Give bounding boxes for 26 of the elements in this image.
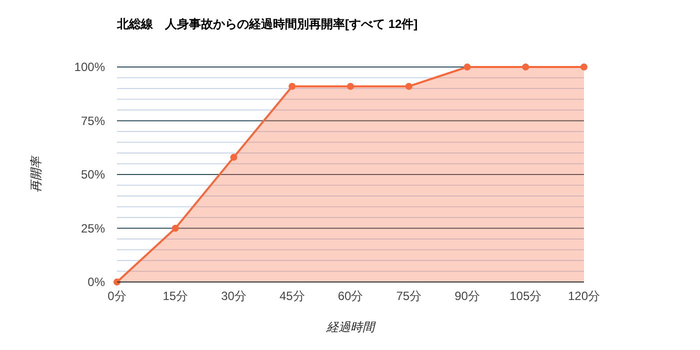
x-axis-title: 経過時間 [326, 320, 376, 334]
x-tick-label: 90分 [454, 289, 480, 303]
x-tick-label: 60分 [338, 289, 364, 303]
x-tick-label: 15分 [162, 289, 188, 303]
point [464, 64, 471, 70]
x-tick-label: 0分 [108, 289, 126, 303]
point [114, 278, 120, 286]
y-tick-label: 25% [80, 221, 106, 236]
y-tick-label: 0% [88, 275, 106, 289]
x-tick-label: 105分 [510, 289, 542, 303]
point [288, 82, 296, 90]
x-tick-label: 75分 [396, 289, 422, 303]
y-axis-title: 再開率 [29, 154, 43, 192]
point [522, 64, 530, 70]
chart-title: 北総線 人身事故からの経過時間別再開率[すべて 12件] [116, 17, 418, 31]
point [580, 64, 588, 70]
x-tick-label: 45分 [279, 289, 305, 303]
point [405, 82, 412, 90]
x-tick-label: 120分 [568, 289, 600, 303]
y-tick-label: 100% [74, 60, 106, 74]
y-tick-label: 50% [80, 168, 106, 182]
point [347, 82, 354, 90]
point [230, 154, 238, 161]
point [172, 224, 179, 232]
x-tick-label: 30分 [221, 289, 246, 303]
y-tick-label: 75% [80, 114, 106, 128]
